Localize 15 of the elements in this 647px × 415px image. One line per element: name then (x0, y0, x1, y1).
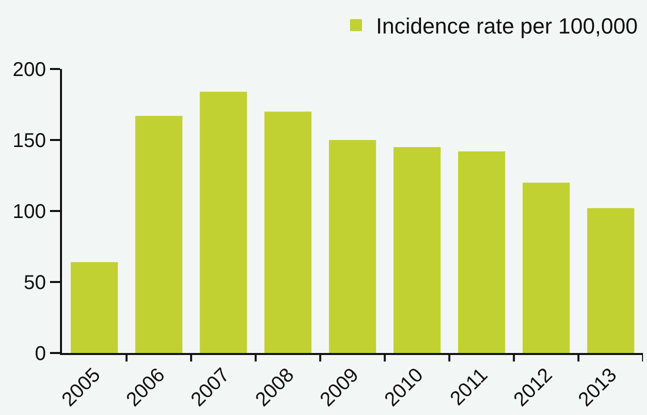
bar (70, 262, 118, 353)
y-tick-label: 100 (12, 201, 46, 223)
bar (264, 112, 312, 353)
y-tick-label: 150 (12, 130, 46, 152)
bar (522, 182, 570, 353)
legend-label: Incidence rate per 100,000 (376, 14, 638, 39)
bar (135, 116, 182, 353)
y-tick-label: 200 (12, 59, 46, 81)
bar (200, 92, 247, 353)
y-tick-label: 50 (24, 272, 46, 294)
bar (328, 140, 376, 353)
y-tick-label: 0 (34, 343, 46, 365)
bar (458, 151, 506, 353)
bar (393, 147, 441, 353)
bar (587, 208, 634, 353)
